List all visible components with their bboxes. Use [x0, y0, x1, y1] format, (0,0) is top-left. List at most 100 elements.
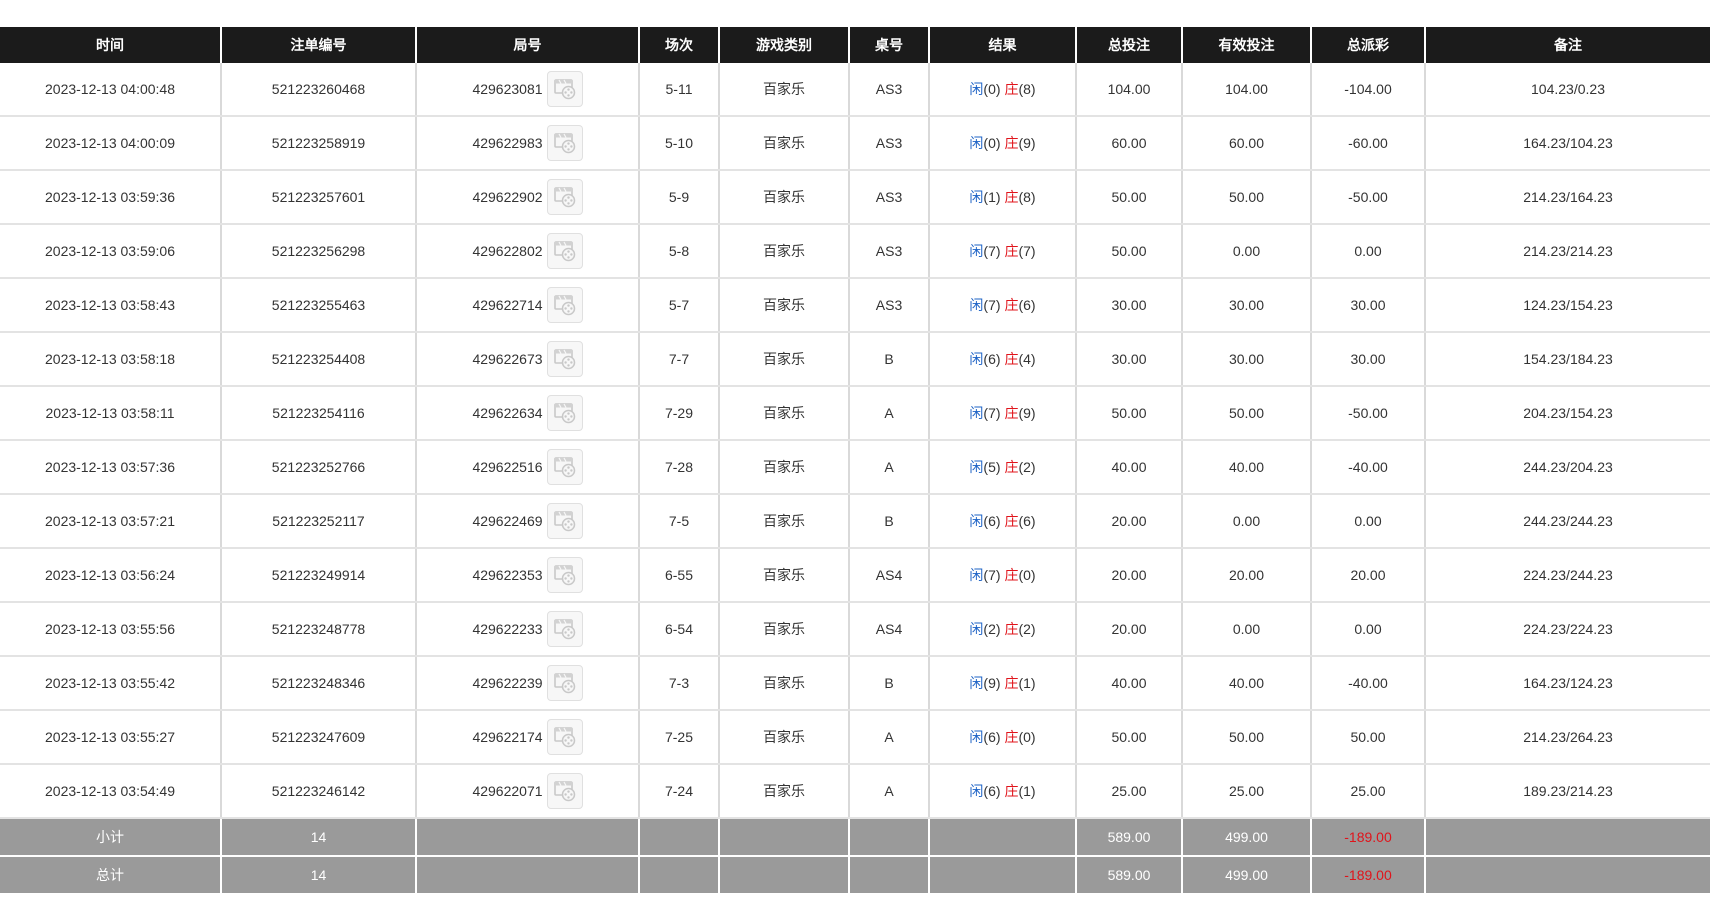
cell-time: 2023-12-13 03:58:18: [0, 332, 222, 387]
replay-button[interactable]: [546, 773, 583, 809]
replay-button[interactable]: [546, 179, 583, 215]
cell-time: 2023-12-13 03:57:36: [0, 440, 222, 495]
replay-button[interactable]: [546, 503, 583, 539]
column-header-game-type: 游戏类别: [719, 27, 850, 63]
banker-label: 庄: [1004, 189, 1019, 205]
grand-total-row: 总计 14 589.00 499.00 -189.00: [0, 856, 1710, 895]
player-score: (6): [983, 729, 1001, 745]
cell-bet-id: 521223254408: [221, 332, 417, 387]
cell-game-type: 百家乐: [719, 170, 850, 225]
round-cell-wrapper: 429622673: [472, 341, 583, 377]
cell-session: 7-24: [639, 764, 720, 819]
round-number: 429623081: [472, 81, 543, 97]
cell-game-type: 百家乐: [719, 116, 850, 171]
cell-session: 5-10: [639, 116, 720, 171]
cell-round: 429622353: [416, 548, 640, 603]
column-header-table: 桌号: [849, 27, 930, 63]
banker-score: (2): [1018, 621, 1036, 637]
cell-table: A: [849, 764, 930, 819]
banker-score: (1): [1018, 783, 1036, 799]
replay-button[interactable]: [546, 287, 583, 323]
cell-note: 104.23/0.23: [1425, 63, 1710, 117]
cell-result: 闲(1) 庄(8): [929, 170, 1077, 225]
cell-table: B: [849, 494, 930, 549]
cell-bet-id: 521223254116: [221, 386, 417, 441]
round-cell-wrapper: 429622802: [472, 233, 583, 269]
table-row: 2023-12-13 03:57:36 521223252766 4296225…: [0, 440, 1710, 495]
column-header-valid-bet: 有效投注: [1182, 27, 1312, 63]
replay-button[interactable]: [546, 611, 583, 647]
replay-button[interactable]: [546, 233, 583, 269]
round-cell-wrapper: 429622983: [472, 125, 583, 161]
cell-session: 5-11: [639, 63, 720, 117]
cell-game-type: 百家乐: [719, 63, 850, 117]
cell-bet-id: 521223249914: [221, 548, 417, 603]
cell-valid-bet: 0.00: [1182, 602, 1312, 657]
cell-total-bet: 50.00: [1076, 386, 1183, 441]
cell-session: 7-7: [639, 332, 720, 387]
banker-score: (9): [1018, 135, 1036, 151]
round-cell-wrapper: 429622353: [472, 557, 583, 593]
player-label: 闲: [969, 675, 984, 691]
player-label: 闲: [969, 189, 984, 205]
cell-payout: -50.00: [1311, 386, 1426, 441]
cell-game-type: 百家乐: [719, 764, 850, 819]
summary-total-bet: 589.00: [1076, 818, 1183, 857]
cell-payout: -104.00: [1311, 63, 1426, 117]
cell-session: 5-9: [639, 170, 720, 225]
cell-payout: 50.00: [1311, 710, 1426, 765]
table-row: 2023-12-13 03:55:42 521223248346 4296222…: [0, 656, 1710, 711]
cell-note: 124.23/154.23: [1425, 278, 1710, 333]
table-row: 2023-12-13 03:55:56 521223248778 4296222…: [0, 602, 1710, 657]
cell-valid-bet: 0.00: [1182, 224, 1312, 279]
round-number: 429622802: [472, 243, 543, 259]
cell-table: AS4: [849, 548, 930, 603]
replay-button[interactable]: [546, 395, 583, 431]
player-label: 闲: [969, 351, 984, 367]
cell-result: 闲(6) 庄(0): [929, 710, 1077, 765]
column-header-session: 场次: [639, 27, 720, 63]
cell-payout: 20.00: [1311, 548, 1426, 603]
cell-session: 7-5: [639, 494, 720, 549]
banker-label: 庄: [1004, 513, 1019, 529]
banker-label: 庄: [1004, 135, 1019, 151]
round-cell-wrapper: 429622902: [472, 179, 583, 215]
cell-valid-bet: 40.00: [1182, 440, 1312, 495]
replay-button[interactable]: [546, 557, 583, 593]
player-score: (2): [983, 621, 1001, 637]
replay-button[interactable]: [546, 71, 583, 107]
cell-game-type: 百家乐: [719, 710, 850, 765]
banker-label: 庄: [1004, 459, 1019, 475]
cell-payout: -40.00: [1311, 656, 1426, 711]
table-body: 2023-12-13 04:00:48 521223260468 4296230…: [0, 63, 1710, 895]
cell-payout: -60.00: [1311, 116, 1426, 171]
round-number: 429622673: [472, 351, 543, 367]
banker-score: (0): [1018, 567, 1036, 583]
cell-session: 7-3: [639, 656, 720, 711]
cell-total-bet: 60.00: [1076, 116, 1183, 171]
cell-table: AS4: [849, 602, 930, 657]
cell-bet-id: 521223246142: [221, 764, 417, 819]
cell-game-type: 百家乐: [719, 602, 850, 657]
replay-button[interactable]: [546, 665, 583, 701]
cell-result: 闲(6) 庄(1): [929, 764, 1077, 819]
cell-table: A: [849, 710, 930, 765]
cell-round: 429622071: [416, 764, 640, 819]
cell-round: 429622469: [416, 494, 640, 549]
cell-bet-id: 521223260468: [221, 63, 417, 117]
cell-result: 闲(7) 庄(9): [929, 386, 1077, 441]
cell-result: 闲(7) 庄(0): [929, 548, 1077, 603]
player-label: 闲: [969, 567, 984, 583]
banker-score: (0): [1018, 729, 1036, 745]
cell-bet-id: 521223252766: [221, 440, 417, 495]
replay-button[interactable]: [546, 449, 583, 485]
cell-game-type: 百家乐: [719, 332, 850, 387]
replay-button[interactable]: [546, 341, 583, 377]
video-replay-icon: [553, 727, 575, 748]
replay-button[interactable]: [546, 125, 583, 161]
banker-label: 庄: [1004, 675, 1019, 691]
cell-round: 429622634: [416, 386, 640, 441]
cell-note: 164.23/124.23: [1425, 656, 1710, 711]
replay-button[interactable]: [546, 719, 583, 755]
summary-empty: [929, 856, 1077, 895]
